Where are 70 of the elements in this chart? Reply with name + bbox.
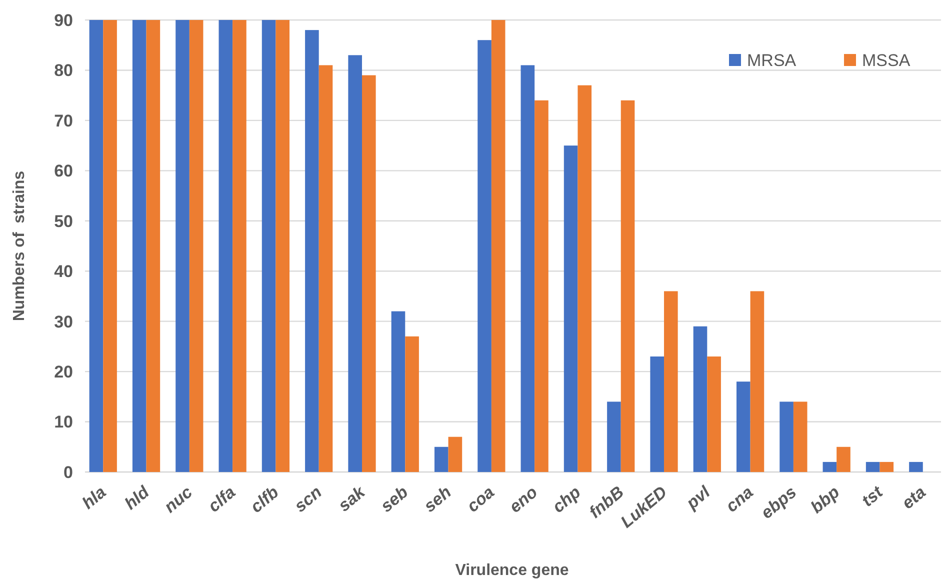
bar xyxy=(176,20,190,472)
x-tick-label: scn xyxy=(290,482,326,516)
y-tick-label: 40 xyxy=(54,262,73,282)
y-tick-label: 70 xyxy=(54,111,73,130)
bar xyxy=(405,336,419,472)
x-tick-label: chp xyxy=(548,482,584,516)
bar xyxy=(693,326,708,472)
bar xyxy=(305,30,319,472)
bar xyxy=(348,55,362,472)
y-tick-label: 60 xyxy=(54,162,73,181)
x-tick-label: clfb xyxy=(246,482,282,516)
bar xyxy=(650,356,664,472)
legend-label: MSSA xyxy=(862,50,911,70)
bar xyxy=(362,75,376,472)
bar xyxy=(578,85,592,472)
bar xyxy=(89,20,104,472)
bar xyxy=(793,402,808,472)
bar xyxy=(132,20,146,472)
x-tick-label: coa xyxy=(463,482,498,516)
bar xyxy=(520,65,535,472)
bar xyxy=(146,20,160,472)
bar xyxy=(620,100,635,472)
y-tick-label: 0 xyxy=(64,462,73,482)
bar xyxy=(707,356,721,472)
x-tick-label: cna xyxy=(722,482,757,516)
bar xyxy=(880,462,894,472)
bar xyxy=(232,20,246,472)
bar xyxy=(391,311,406,472)
bar xyxy=(780,402,794,472)
legend-label: MRSA xyxy=(747,50,797,70)
x-tick-label: nuc xyxy=(160,482,196,516)
x-tick-label: eta xyxy=(898,482,930,513)
x-tick-label: clfa xyxy=(204,482,240,516)
bar xyxy=(866,462,880,472)
x-tick-label: seb xyxy=(377,482,412,516)
x-tick-label: pvl xyxy=(682,482,715,514)
bar xyxy=(318,65,333,472)
bar xyxy=(434,446,448,472)
x-tick-label: eno xyxy=(506,482,542,516)
y-axis-title: Numbers of strains xyxy=(11,170,28,322)
x-tick-label: seh xyxy=(420,482,455,516)
y-tick-label: 90 xyxy=(54,10,73,30)
bar xyxy=(564,146,578,472)
y-tick-label: 80 xyxy=(54,61,73,80)
x-tick-label: sak xyxy=(334,482,370,516)
x-tick-label: hld xyxy=(121,482,154,514)
x-tick-label: bbp xyxy=(807,482,844,518)
y-tick-label: 50 xyxy=(54,212,73,231)
bar xyxy=(909,462,923,472)
bar xyxy=(664,291,678,472)
x-tick-label: hla xyxy=(78,482,110,513)
bar xyxy=(822,462,837,472)
bar xyxy=(478,40,492,472)
x-tick-label: tst xyxy=(858,482,888,510)
bar xyxy=(448,436,462,472)
bar xyxy=(189,20,204,472)
bar xyxy=(607,402,621,472)
x-axis-title: Virulence gene xyxy=(455,562,569,579)
y-tick-label: 30 xyxy=(54,312,73,332)
bar xyxy=(836,446,850,472)
bar xyxy=(534,100,548,472)
bar xyxy=(218,20,233,472)
bar xyxy=(276,20,290,472)
bar xyxy=(103,20,117,472)
y-tick-label: 10 xyxy=(54,412,73,432)
bar xyxy=(491,20,506,472)
bar xyxy=(750,291,764,472)
y-tick-label: 20 xyxy=(54,362,73,382)
bar xyxy=(736,382,750,472)
bar xyxy=(262,20,276,472)
